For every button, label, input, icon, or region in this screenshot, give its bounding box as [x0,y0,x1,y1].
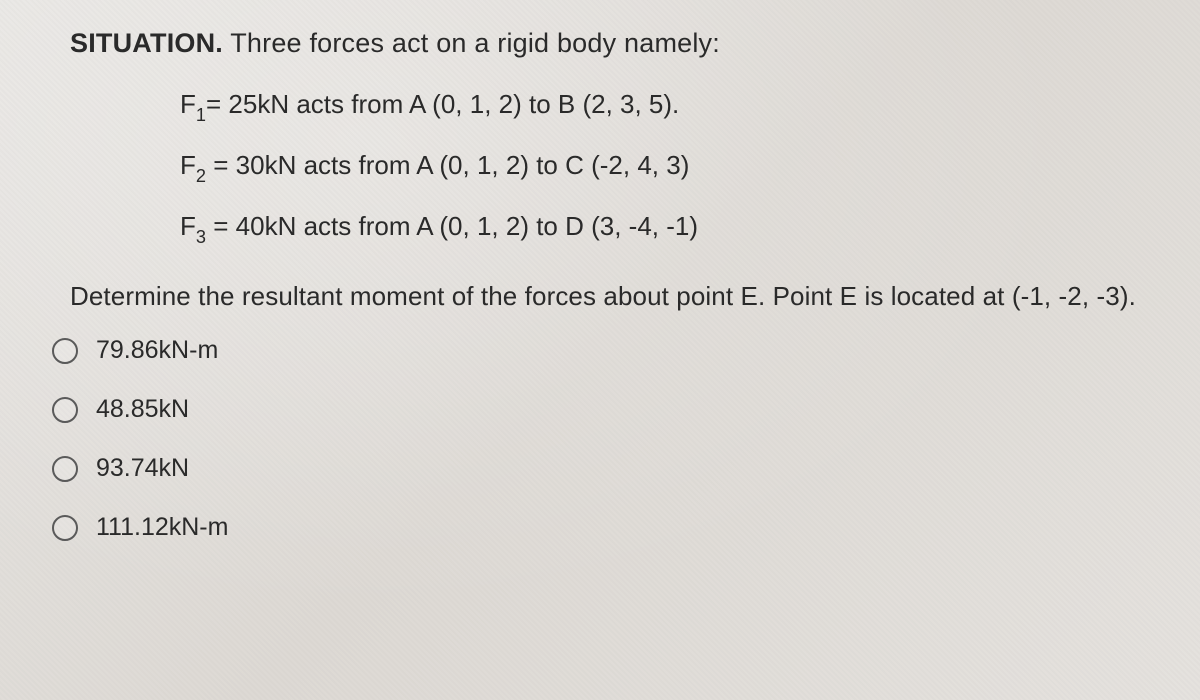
option-1[interactable]: 79.86kN-m [52,336,1180,365]
force-sub: 3 [196,227,206,247]
option-3[interactable]: 93.74kN [52,454,1180,483]
force-sub: 1 [196,105,206,125]
option-4[interactable]: 111.12kN-m [52,513,1180,542]
radio-icon[interactable] [52,456,78,482]
option-label: 79.86kN-m [96,336,218,365]
force-line-3: F3 = 40kN acts from A (0, 1, 2) to D (3,… [180,209,1180,248]
situation-line: SITUATION. Three forces act on a rigid b… [70,28,1180,59]
options-group: 79.86kN-m 48.85kN 93.74kN 111.12kN-m [52,336,1180,542]
force-sub: 2 [196,166,206,186]
force-name: F [180,150,196,180]
radio-icon[interactable] [52,397,78,423]
situation-intro: Three forces act on a rigid body namely: [230,28,720,58]
force-block: F1= 25kN acts from A (0, 1, 2) to B (2, … [180,87,1180,247]
option-label: 93.74kN [96,454,189,483]
option-2[interactable]: 48.85kN [52,395,1180,424]
force-rest: = 30kN acts from A (0, 1, 2) to C (-2, 4… [206,150,689,180]
radio-icon[interactable] [52,515,78,541]
question-text: Determine the resultant moment of the fo… [8,281,1180,312]
force-rest: = 25kN acts from A (0, 1, 2) to B (2, 3,… [206,89,679,119]
force-rest: = 40kN acts from A (0, 1, 2) to D (3, -4… [206,211,698,241]
situation-label: SITUATION. [70,28,223,58]
radio-icon[interactable] [52,338,78,364]
force-name: F [180,89,196,119]
option-label: 48.85kN [96,395,189,424]
force-name: F [180,211,196,241]
force-line-2: F2 = 30kN acts from A (0, 1, 2) to C (-2… [180,148,1180,187]
option-label: 111.12kN-m [96,513,228,542]
force-line-1: F1= 25kN acts from A (0, 1, 2) to B (2, … [180,87,1180,126]
